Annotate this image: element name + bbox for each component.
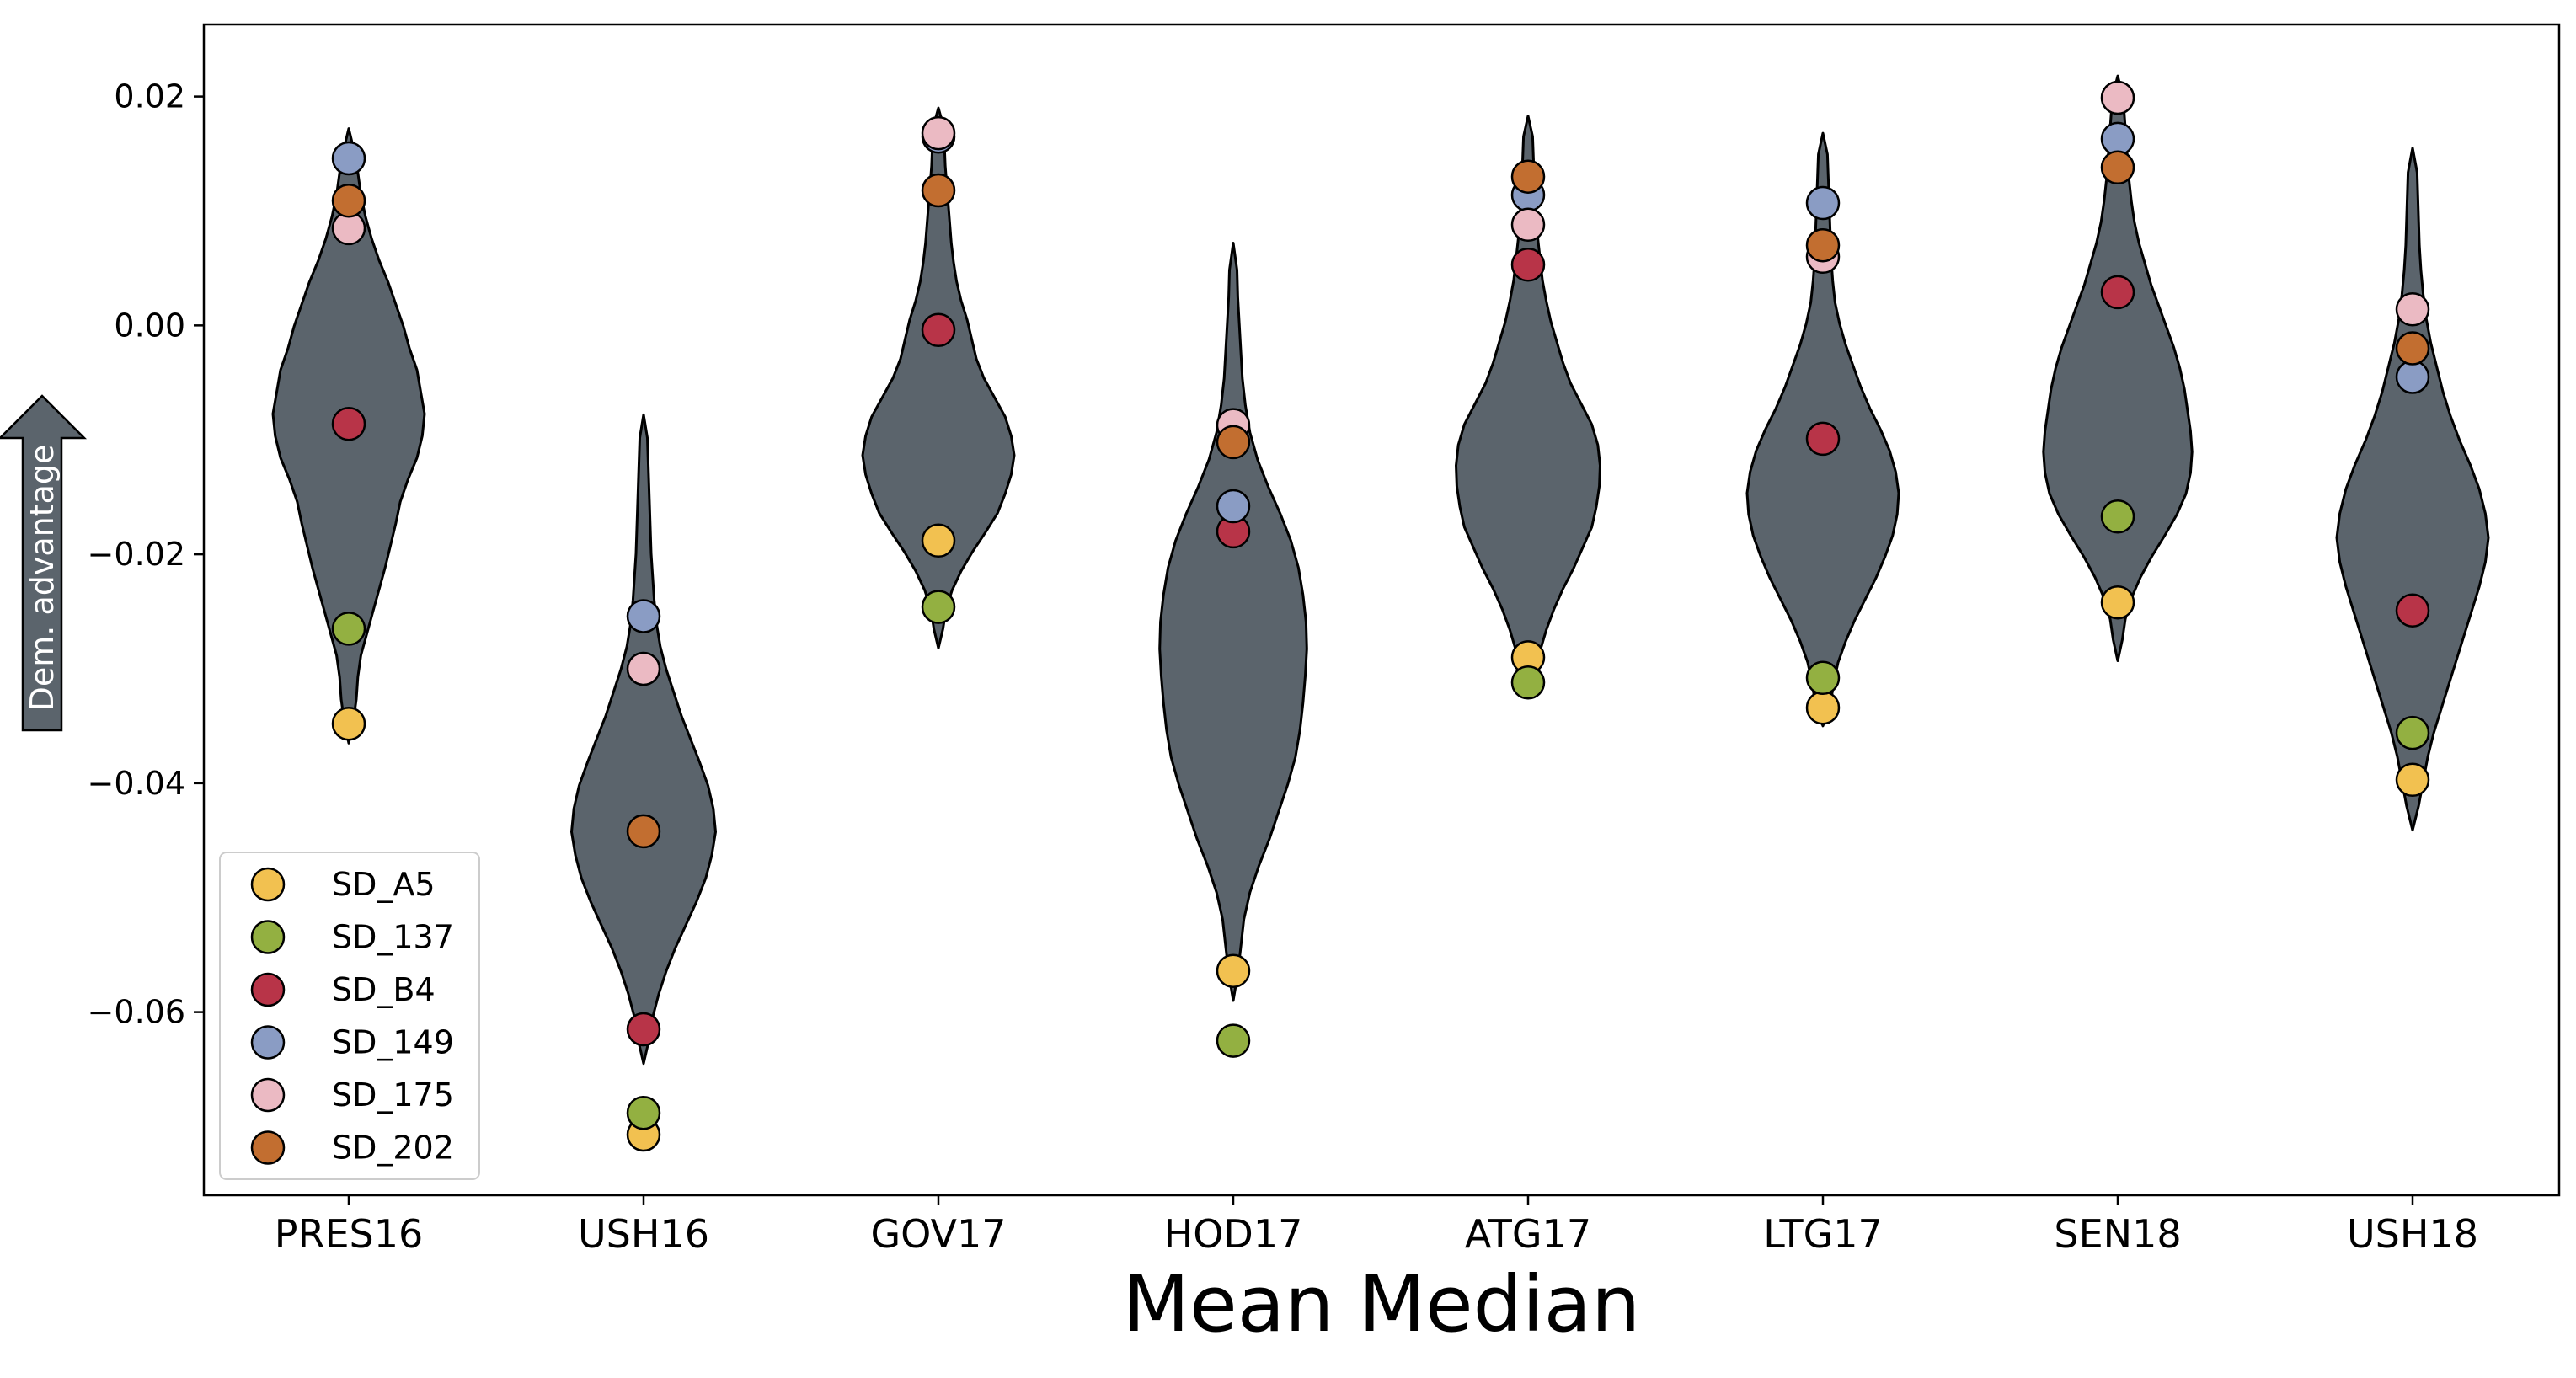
point-SD_175-USH16 bbox=[626, 651, 661, 686]
point-SD_B4-PRES16 bbox=[331, 406, 366, 441]
point-SD_137-ATG17 bbox=[1510, 665, 1546, 700]
legend-marker bbox=[250, 1025, 286, 1060]
point-SD_A5-SEN18 bbox=[2100, 585, 2135, 620]
legend-label: SD_149 bbox=[332, 1024, 454, 1061]
y-axis: 0.02 0.00 −0.02 −0.04 −0.06 bbox=[88, 78, 204, 1031]
point-SD_202-USH18 bbox=[2395, 331, 2430, 366]
point-SD_149-LTG17 bbox=[1805, 185, 1841, 221]
legend: SD_A5 SD_137 SD_B4 SD_149 SD_175 SD_202 bbox=[219, 852, 480, 1180]
x-axis-label: Mean Median bbox=[1123, 1259, 1641, 1349]
point-SD_A5-LTG17 bbox=[1805, 690, 1841, 725]
point-SD_137-USH16 bbox=[626, 1095, 661, 1130]
x-tick-label: GOV17 bbox=[870, 1211, 1006, 1257]
legend-label: SD_A5 bbox=[332, 866, 436, 903]
plot-frame bbox=[202, 23, 2561, 1197]
point-SD_202-HOD17 bbox=[1216, 425, 1251, 460]
point-SD_B4-GOV17 bbox=[921, 312, 956, 348]
legend-label: SD_175 bbox=[332, 1076, 454, 1114]
x-axis: PRES16 USH16 GOV17 HOD17 ATG17 LTG17 SEN18 USH1… bbox=[275, 1195, 2478, 1257]
legend-marker bbox=[250, 1077, 286, 1113]
point-SD_A5-GOV17 bbox=[921, 523, 956, 558]
point-SD_202-USH16 bbox=[626, 814, 661, 849]
point-SD_B4-ATG17 bbox=[1510, 248, 1546, 282]
x-tick-label: LTG17 bbox=[1763, 1211, 1883, 1257]
point-SD_137-SEN18 bbox=[2100, 499, 2135, 534]
point-SD_149-SEN18 bbox=[2100, 121, 2135, 157]
arrow-shape bbox=[0, 394, 88, 732]
y-axis-label-arrow: Dem. advantage bbox=[0, 394, 88, 732]
y-tick-label: −0.02 bbox=[88, 536, 185, 573]
x-tick-label: ATG17 bbox=[1465, 1211, 1591, 1257]
legend-marker bbox=[250, 920, 286, 954]
legend-label: SD_B4 bbox=[332, 971, 436, 1008]
point-SD_A5-HOD17 bbox=[1216, 953, 1251, 988]
point-SD_149-PRES16 bbox=[331, 141, 366, 176]
violin-USH18 bbox=[2335, 147, 2490, 832]
point-SD_202-SEN18 bbox=[2100, 150, 2135, 185]
legend-label: SD_137 bbox=[332, 919, 454, 956]
point-SD_202-LTG17 bbox=[1805, 227, 1841, 263]
point-SD_137-GOV17 bbox=[921, 590, 956, 624]
y-tick-label: 0.02 bbox=[114, 78, 185, 115]
y-tick-label: −0.06 bbox=[88, 994, 185, 1031]
violin-GOV17 bbox=[861, 106, 1016, 649]
point-layer bbox=[331, 80, 2430, 1152]
point-SD_137-PRES16 bbox=[331, 612, 366, 646]
point-SD_137-LTG17 bbox=[1805, 660, 1841, 696]
x-tick-label: USH18 bbox=[2347, 1211, 2478, 1257]
legend-label: SD_202 bbox=[332, 1130, 454, 1167]
y-tick-label: −0.04 bbox=[88, 765, 185, 802]
point-SD_175-SEN18 bbox=[2100, 80, 2135, 115]
point-SD_B4-SEN18 bbox=[2100, 275, 2135, 310]
x-tick-label: HOD17 bbox=[1164, 1211, 1303, 1257]
point-SD_149-USH18 bbox=[2395, 360, 2430, 394]
point-SD_175-GOV17 bbox=[921, 115, 956, 151]
point-SD_149-HOD17 bbox=[1216, 489, 1251, 524]
point-SD_B4-LTG17 bbox=[1805, 421, 1841, 457]
point-SD_B4-USH18 bbox=[2395, 593, 2430, 628]
point-SD_137-HOD17 bbox=[1216, 1023, 1251, 1058]
point-SD_149-USH16 bbox=[626, 599, 661, 633]
point-SD_137-USH18 bbox=[2395, 715, 2430, 750]
x-tick-label: USH16 bbox=[578, 1211, 709, 1257]
legend-marker bbox=[250, 1130, 286, 1165]
point-SD_175-ATG17 bbox=[1510, 207, 1546, 243]
x-tick-label: SEN18 bbox=[2054, 1211, 2181, 1257]
x-tick-label: PRES16 bbox=[275, 1211, 424, 1257]
point-SD_175-USH18 bbox=[2395, 292, 2430, 327]
legend-marker bbox=[250, 972, 286, 1007]
point-SD_202-ATG17 bbox=[1510, 159, 1546, 194]
violin-SEN18 bbox=[2042, 74, 2194, 662]
y-tick-label: 0.00 bbox=[114, 307, 185, 344]
violin-HOD17 bbox=[1158, 242, 1308, 1002]
point-SD_202-GOV17 bbox=[921, 173, 956, 208]
point-SD_202-PRES16 bbox=[331, 183, 366, 218]
point-SD_A5-PRES16 bbox=[331, 706, 366, 741]
point-SD_B4-USH16 bbox=[626, 1012, 661, 1047]
point-SD_A5-USH18 bbox=[2395, 762, 2430, 798]
violin-USH16 bbox=[570, 413, 717, 1066]
violin-ATG17 bbox=[1455, 115, 1601, 693]
y-axis-label: Dem. advantage bbox=[24, 445, 61, 712]
legend-marker bbox=[250, 867, 286, 902]
